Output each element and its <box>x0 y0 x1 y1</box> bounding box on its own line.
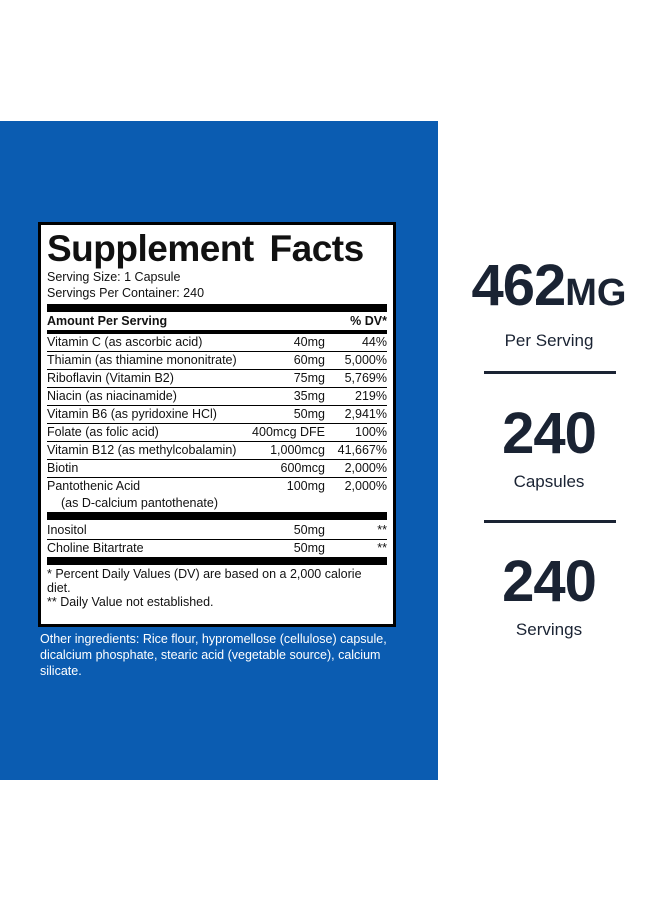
stat-divider <box>484 520 616 523</box>
capsules-label: Capsules <box>513 472 585 491</box>
divider-thick <box>47 557 387 565</box>
nutrient-dv: 41,667% <box>337 443 387 457</box>
nutrient-amount: 35mg <box>293 389 325 403</box>
stat-servings: 240 Servings <box>446 552 652 640</box>
nutrient-row: Thiamin (as thiamine mononitrate) 60mg 5… <box>47 351 387 369</box>
nutrient-name: Thiamin (as thiamine mononitrate) <box>47 353 237 367</box>
nutrient-amount: 50mg <box>293 523 325 537</box>
nutrient-amount: 60mg <box>293 353 325 367</box>
stat-divider <box>484 371 616 374</box>
nutrient-row: Choline Bitartrate 50mg ** <box>47 539 387 557</box>
servings-label: Servings <box>515 620 583 639</box>
nutrient-dv: 2,000% <box>344 479 387 493</box>
nutrient-name: Niacin (as niacinamide) <box>47 389 177 403</box>
capsules-number: 240 <box>502 401 597 466</box>
amount-header: Amount Per Serving <box>47 314 168 328</box>
stat-per-serving: 462MG Per Serving <box>446 256 652 351</box>
divider-thick <box>47 512 387 520</box>
nutrient-name: Vitamin B6 (as pyridoxine HCl) <box>47 407 217 421</box>
nutrient-amount: 75mg <box>293 371 325 385</box>
nutrient-dv: 2,000% <box>344 461 387 475</box>
nutrient-amount: 400mcg DFE <box>252 425 325 439</box>
nutrient-amount: 50mg <box>293 541 325 555</box>
other-ingredients: Other ingredients: Rice flour, hypromell… <box>40 632 387 678</box>
nutrient-name-line2: (as D-calcium pantothenate) <box>61 496 219 510</box>
nutrient-row: Folate (as folic acid) 400mcg DFE 100% <box>47 423 387 441</box>
nutrient-amount: 100mg <box>286 479 325 493</box>
nutrient-dv: 5,000% <box>344 353 387 367</box>
stat-per-serving-value: 462MG <box>446 256 652 323</box>
nutrient-row: Inositol 50mg ** <box>47 522 387 539</box>
nutrient-amount: 40mg <box>293 335 325 349</box>
facts-title: Supplement Facts <box>47 228 364 269</box>
nutrient-name: Vitamin B12 (as methylcobalamin) <box>47 443 237 457</box>
nutrient-name-line1: Pantothenic Acid <box>47 479 141 493</box>
nutrient-row: Riboflavin (Vitamin B2) 75mg 5,769% <box>47 369 387 387</box>
servings-per-container: Servings Per Container: 240 <box>47 286 205 300</box>
divider-thick <box>47 304 387 312</box>
servings-number: 240 <box>502 549 597 614</box>
nutrient-row: Vitamin B6 (as pyridoxine HCl) 50mg 2,94… <box>47 405 387 423</box>
divider-medium <box>47 330 387 334</box>
nutrient-name: Pantothenic Acid (as D-calcium pantothen… <box>47 478 237 512</box>
nutrient-dv: 219% <box>355 389 387 403</box>
nutrient-dv: 44% <box>361 335 387 349</box>
per-serving-number: 462 <box>471 253 567 318</box>
per-serving-label: Per Serving <box>504 331 594 350</box>
supplement-facts-label: Supplement Facts Serving Size: 1 Capsule… <box>38 222 396 627</box>
nutrient-dv: ** <box>377 523 387 537</box>
nutrient-amount: 1,000mcg <box>270 443 325 457</box>
serving-size: Serving Size: 1 Capsule <box>47 270 181 284</box>
nutrient-dv: ** <box>377 541 387 555</box>
nutrient-row: Pantothenic Acid (as D-calcium pantothen… <box>47 477 387 512</box>
nutrient-name: Biotin <box>47 461 79 475</box>
nutrient-name: Riboflavin (Vitamin B2) <box>47 371 174 385</box>
nutrient-name: Vitamin C (as ascorbic acid) <box>47 335 203 349</box>
footnote-not-established: ** Daily Value not established. <box>47 595 214 609</box>
nutrient-amount: 50mg <box>293 407 325 421</box>
nutrient-name: Folate (as folic acid) <box>47 425 159 439</box>
dv-header: % DV* <box>350 314 387 328</box>
nutrient-name: Choline Bitartrate <box>47 541 144 555</box>
nutrient-row: Biotin 600mcg 2,000% <box>47 459 387 477</box>
nutrient-amount: 600mcg <box>280 461 325 475</box>
nutrient-dv: 2,941% <box>344 407 387 421</box>
amount-header-row: Amount Per Serving % DV* <box>47 312 387 330</box>
stat-capsules: 240 Capsules <box>446 404 652 492</box>
nutrient-row: Vitamin C (as ascorbic acid) 40mg 44% <box>47 334 387 351</box>
nutrient-dv: 100% <box>355 425 387 439</box>
nutrient-dv: 5,769% <box>344 371 387 385</box>
footnote-dv: * Percent Daily Values (DV) are based on… <box>47 567 362 595</box>
nutrient-row: Niacin (as niacinamide) 35mg 219% <box>47 387 387 405</box>
nutrient-name: Inositol <box>47 523 87 537</box>
per-serving-unit: MG <box>565 272 627 314</box>
nutrient-row: Vitamin B12 (as methylcobalamin) 1,000mc… <box>47 441 387 459</box>
